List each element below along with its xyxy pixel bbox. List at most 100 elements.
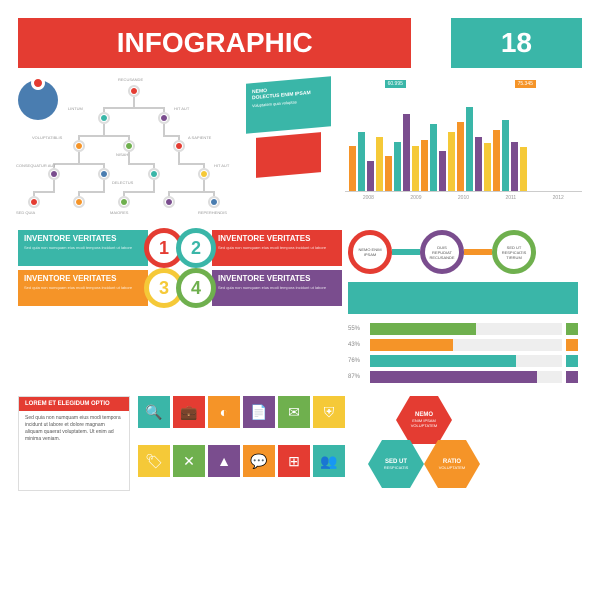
progress-fill	[370, 339, 453, 351]
tree-node	[98, 168, 110, 180]
icon-grid: 🔍💼◐📄✉⛨ 🏷✕▲💬⊞👥	[138, 396, 348, 491]
chart-bar	[430, 124, 437, 191]
tree-node	[48, 168, 60, 180]
progress-cap	[566, 339, 578, 351]
chat-icon: 💬	[243, 445, 275, 477]
header-title: INFOGRAPHIC	[18, 18, 411, 68]
progress-fill	[370, 323, 476, 335]
chart-bar	[412, 146, 419, 191]
progress-row: 87%	[348, 370, 578, 383]
bubble: SED UT RESPICIATIS TIRRUM	[492, 230, 536, 274]
banner-text: INVENTORE VERITATESSed quia non numquam …	[212, 230, 342, 266]
year-label: 2011	[505, 195, 516, 201]
tree-label: MAIORES	[110, 210, 128, 215]
tree-diagram: RECUSANDELINTUMHIT AUTVOLUPTATIBLISNISAH…	[18, 80, 236, 220]
tree-label: HIT AUT	[214, 163, 229, 168]
progress-row: 43%	[348, 338, 578, 351]
chart-bar	[448, 132, 455, 191]
year-label: 2008	[363, 195, 374, 201]
bubble-connector	[464, 249, 492, 255]
tree-node	[118, 196, 130, 208]
tree-node	[208, 196, 220, 208]
chart-bar	[367, 161, 374, 191]
tree-node	[173, 140, 185, 152]
tree-node	[73, 196, 85, 208]
bubble-chain: NEMO ENIM IPSAM DUIS REPUDIAT RECUSANDE SE…	[348, 230, 578, 274]
right-column: NEMO ENIM IPSAM DUIS REPUDIAT RECUSANDE SE…	[348, 230, 578, 386]
tree-label: CONSEQUATUR AUT	[16, 163, 56, 168]
tree-node	[73, 140, 85, 152]
tree-label: LINTUM	[68, 106, 83, 111]
progress-track	[370, 339, 562, 351]
progress-pct: 43%	[348, 342, 366, 348]
chart-bar	[475, 137, 482, 191]
org-icon: ⊞	[278, 445, 310, 477]
mail-icon: ✉	[278, 396, 310, 428]
hexagon-group: NEMOENIM IPSAM VOLUPTATEMSED UTRESPICIAT…	[356, 396, 506, 491]
tree-label: REPERHENDIS	[198, 210, 227, 215]
text-panel-header: LOREM ET ELEGIDUM OPTIO	[19, 397, 129, 411]
chart-bar	[484, 143, 491, 191]
ribbon-callout: NEMO DOLECTUS ENIM IPSAM Voluptatem quia…	[246, 80, 335, 220]
chart-bar	[403, 114, 410, 191]
banner-text: INVENTORE VERITATESSed quia non numquam …	[212, 270, 342, 306]
tag-icon: 🏷	[138, 445, 170, 477]
banner: INVENTORE VERITATESSed quia non numquam …	[18, 270, 180, 306]
bottom-row: LOREM ET ELEGIDUM OPTIO Sed quia non num…	[18, 396, 582, 491]
top-row: RECUSANDELINTUMHIT AUTVOLUPTATIBLISNISAH…	[18, 80, 582, 220]
year-label: 2010	[458, 195, 469, 201]
chart-bar	[349, 146, 356, 191]
banner: INVENTORE VERITATESSed quia non numquam …	[18, 230, 180, 266]
progress-track	[370, 323, 562, 335]
hexagon: RATIOVOLUPTATEM	[424, 440, 480, 488]
banner: 2INVENTORE VERITATESSed quia non numquam…	[180, 230, 342, 266]
banner: 4INVENTORE VERITATESSed quia non numquam…	[180, 270, 342, 306]
search-icon: 🔍	[138, 396, 170, 428]
mid-row: INVENTORE VERITATESSed quia non numquam …	[18, 230, 582, 386]
hexagon: SED UTRESPICIATIS	[368, 440, 424, 488]
chart-bar	[385, 156, 392, 191]
progress-cap	[566, 355, 578, 367]
progress-cap	[566, 371, 578, 383]
tree-label: NISAH	[116, 152, 128, 157]
chart-x-axis: 20082009201020112012	[345, 195, 582, 201]
tree-label: DELECTUS	[112, 180, 133, 185]
chart-bar	[376, 137, 383, 191]
chart-bar	[394, 142, 401, 192]
progress-track	[370, 355, 562, 367]
progress-cap	[566, 323, 578, 335]
chart-bar	[493, 130, 500, 191]
tree-node	[123, 140, 135, 152]
tree-node	[148, 168, 160, 180]
doc-icon: 📄	[243, 396, 275, 428]
ribbon-teal: NEMO DOLECTUS ENIM IPSAM Voluptatem quia…	[246, 76, 331, 133]
chart-bar	[466, 107, 473, 191]
tree-node	[28, 196, 40, 208]
chart-callout-2: 75.345	[515, 80, 536, 88]
tools-icon: ✕	[173, 445, 205, 477]
chart-bar	[421, 140, 428, 191]
banner-number: 2	[176, 228, 216, 268]
tree-node	[128, 85, 140, 97]
year-label: 2009	[410, 195, 421, 201]
tree-label: RECUSANDE	[118, 77, 143, 82]
briefcase-icon: 💼	[173, 396, 205, 428]
hexagon: NEMOENIM IPSAM VOLUPTATEM	[396, 396, 452, 444]
numbered-banners: INVENTORE VERITATESSed quia non numquam …	[18, 230, 338, 386]
bubble-connector	[392, 249, 420, 255]
pie-icon: ◐	[208, 396, 240, 428]
bubble: NEMO ENIM IPSAM	[348, 230, 392, 274]
bar-chart	[345, 92, 582, 192]
chart-bar	[358, 132, 365, 191]
progress-pct: 55%	[348, 326, 366, 332]
tent-icon: ▲	[208, 445, 240, 477]
ribbon-banner	[348, 282, 578, 314]
chart-bar	[520, 147, 527, 191]
progress-pct: 87%	[348, 374, 366, 380]
progress-fill	[370, 355, 516, 367]
bubble: DUIS REPUDIAT RECUSANDE	[420, 230, 464, 274]
shield-icon: ⛨	[313, 396, 345, 428]
people-icon: 👥	[313, 445, 345, 477]
progress-bars: 55%43%76%87%	[348, 322, 578, 383]
header-spacer	[411, 18, 450, 68]
